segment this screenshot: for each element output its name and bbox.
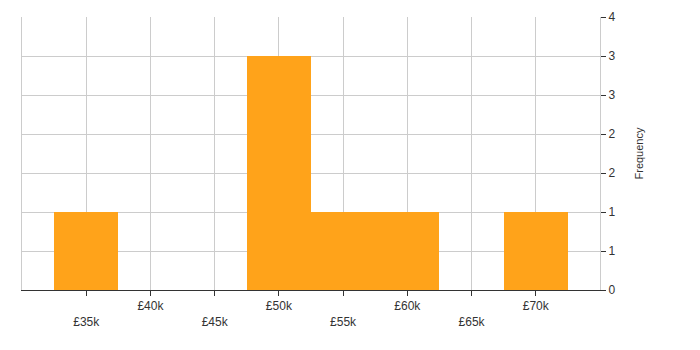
svg-text:2: 2 — [608, 166, 615, 180]
svg-text:£35k: £35k — [73, 315, 100, 329]
svg-text:3: 3 — [608, 49, 615, 63]
svg-text:2: 2 — [608, 127, 615, 141]
svg-text:0: 0 — [608, 283, 615, 297]
svg-text:£55k: £55k — [330, 315, 357, 329]
svg-text:£40k: £40k — [137, 299, 164, 313]
svg-text:£45k: £45k — [202, 315, 229, 329]
svg-text:3: 3 — [608, 88, 615, 102]
svg-text:1: 1 — [608, 244, 615, 258]
svg-text:£70k: £70k — [523, 299, 550, 313]
svg-text:1: 1 — [608, 205, 615, 219]
svg-text:Frequency: Frequency — [633, 127, 645, 179]
svg-text:£60k: £60k — [394, 299, 421, 313]
svg-text:£50k: £50k — [266, 299, 293, 313]
svg-text:£65k: £65k — [459, 315, 486, 329]
svg-text:4: 4 — [608, 10, 615, 24]
